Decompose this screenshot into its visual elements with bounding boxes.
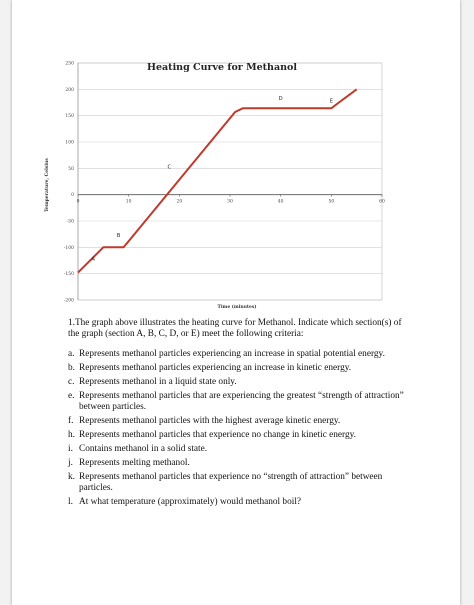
plot-frame bbox=[77, 62, 383, 301]
grid-lines bbox=[78, 62, 382, 301]
criteria-text: Represents methanol particles experienci… bbox=[79, 349, 385, 359]
criteria-text: Represents methanol particles experienci… bbox=[79, 363, 352, 373]
criteria-letter: i. bbox=[68, 444, 73, 454]
criteria-text: Represents methanol particles that exper… bbox=[79, 430, 356, 440]
y-tick-labels: 250 200 150 100 50 0 -50 -100 -150 -200 bbox=[64, 61, 74, 304]
criteria-letter: b. bbox=[68, 363, 75, 373]
criteria-item: h. Represents methanol particles that exp… bbox=[68, 430, 413, 441]
criteria-text: Represents methanol particles with the h… bbox=[79, 416, 341, 426]
y-tick-label: 200 bbox=[65, 87, 74, 93]
x-tick-label: 50 bbox=[328, 199, 334, 205]
criteria-letter: j. bbox=[68, 458, 73, 468]
criteria-text: Contains methanol in a solid state. bbox=[79, 444, 208, 454]
y-tick-label: -150 bbox=[64, 271, 74, 277]
criteria-letter: h. bbox=[68, 430, 75, 440]
criteria-text: Represents methanol in a liquid state on… bbox=[79, 377, 237, 387]
x-tick-label: 60 bbox=[379, 199, 385, 205]
criteria-letter: a. bbox=[68, 349, 75, 359]
y-axis-label: Temperature, Celsius bbox=[44, 158, 50, 212]
section-label-e: E bbox=[330, 99, 333, 105]
series-layer bbox=[77, 88, 358, 274]
criteria-text: Represents melting methanol. bbox=[79, 458, 190, 468]
y-tick-label: -200 bbox=[64, 298, 74, 304]
document-page: 250 200 150 100 50 0 -50 -100 -150 -200 0 10 20 30 40… bbox=[12, 0, 460, 605]
x-tick-label: 10 bbox=[126, 199, 132, 205]
criteria-item: j. Represents melting methanol. bbox=[68, 458, 413, 469]
y-tick-label: 0 bbox=[71, 192, 74, 198]
y-tick-label: -100 bbox=[64, 245, 74, 251]
y-tick-label: 150 bbox=[65, 113, 74, 119]
criteria-item: e. Represents methanol particles that are… bbox=[68, 391, 413, 413]
x-tick-label: 20 bbox=[176, 199, 182, 205]
x-tick-label: 0 bbox=[77, 199, 80, 205]
criteria-item: k. Represents methanol particles that exp… bbox=[68, 472, 413, 494]
criteria-text: Represents methanol particles that are e… bbox=[79, 391, 404, 412]
criteria-item: b. Represents methanol particles experien… bbox=[68, 363, 413, 374]
criteria-list: a. Represents methanol particles experien… bbox=[68, 349, 413, 508]
x-axis-label: Time (minutes) bbox=[218, 303, 257, 310]
criteria-letter: e. bbox=[68, 391, 75, 401]
criteria-letter: k. bbox=[68, 472, 75, 482]
criteria-item: c. Represents methanol in a liquid state … bbox=[68, 377, 413, 388]
series-line-0 bbox=[77, 88, 358, 274]
section-labels: A B C D E bbox=[91, 96, 332, 263]
criteria-letter: f. bbox=[68, 416, 74, 426]
criteria-letter: l. bbox=[68, 497, 73, 507]
criteria-item: l. At what temperature (approximately) wo… bbox=[68, 497, 413, 508]
criteria-letter: c. bbox=[68, 377, 75, 387]
criteria-item: i. Contains methanol in a solid state. bbox=[68, 444, 413, 455]
y-tick-label: -50 bbox=[67, 219, 74, 225]
chart-title: Heating Curve for Methanol bbox=[147, 62, 297, 73]
criteria-item: a. Represents methanol particles experien… bbox=[68, 349, 413, 360]
criteria-item: f. Represents methanol particles with the… bbox=[68, 416, 413, 427]
y-tick-label: 100 bbox=[65, 140, 74, 146]
section-label-b: B bbox=[117, 233, 121, 239]
question-block: 1.The graph above illustrates the heatin… bbox=[68, 318, 413, 511]
section-label-a: A bbox=[91, 257, 95, 263]
section-label-c: C bbox=[167, 164, 171, 170]
heating-curve-chart: 250 200 150 100 50 0 -50 -100 -150 -200 0 10 20 30 40… bbox=[44, 61, 385, 311]
x-tick-label: 40 bbox=[278, 199, 284, 205]
question-intro: 1.The graph above illustrates the heatin… bbox=[68, 318, 402, 339]
axes bbox=[77, 62, 383, 301]
y-tick-label: 250 bbox=[65, 61, 74, 67]
criteria-text: Represents methanol particles that exper… bbox=[79, 472, 383, 493]
section-label-d: D bbox=[279, 96, 283, 102]
criteria-text: At what temperature (approximately) woul… bbox=[79, 497, 302, 507]
x-tick-label: 30 bbox=[227, 199, 233, 205]
x-tick-labels: 0 10 20 30 40 50 60 bbox=[77, 199, 385, 205]
y-tick-label: 50 bbox=[68, 166, 74, 172]
